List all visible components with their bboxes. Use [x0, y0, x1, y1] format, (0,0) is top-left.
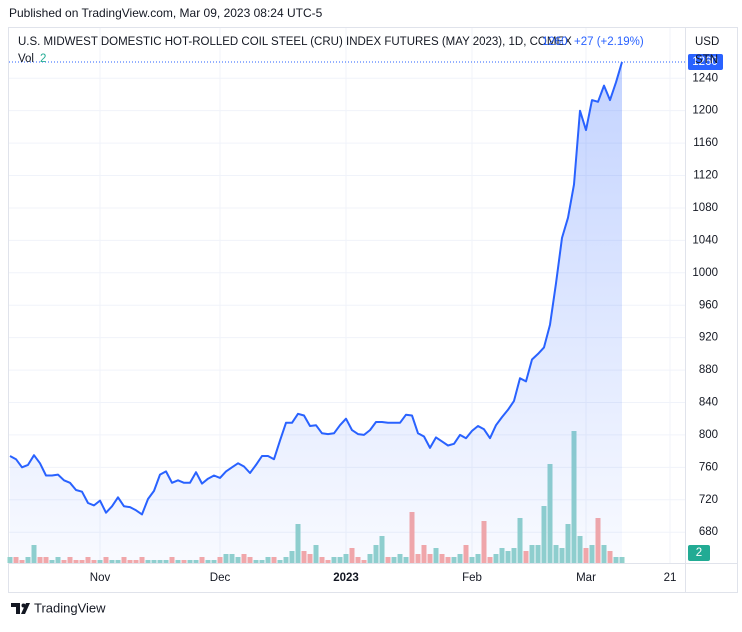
volume-value: 2 — [40, 53, 46, 65]
x-tick-label: Feb — [462, 572, 482, 584]
y-tick-label: 680 — [699, 526, 718, 538]
chart-frame — [8, 27, 738, 593]
y-tick-label: 760 — [699, 461, 718, 473]
volume-tag — [688, 545, 710, 561]
last-price-tag-label: 1260 — [692, 56, 718, 68]
y-tick-label: 1240 — [692, 72, 718, 84]
last-price-tag — [688, 54, 723, 71]
volume-label: Vol — [18, 53, 34, 65]
y-tick-label: 840 — [699, 397, 718, 409]
currency: USD — [695, 36, 719, 48]
price-line — [9, 61, 623, 516]
price-change: +27 (+2.19%) — [574, 36, 644, 48]
y-tick-label: 1160 — [693, 137, 718, 149]
plot: 1260 2 — [7, 54, 723, 563]
y-tick-label: 1040 — [692, 234, 718, 246]
x-tick-label: Dec — [210, 572, 231, 584]
published-note: Published on TradingView.com, Mar 09, 20… — [9, 6, 323, 20]
chart-title: U.S. MIDWEST DOMESTIC HOT-ROLLED COIL ST… — [18, 36, 572, 48]
y-tick-label: 800 — [699, 429, 718, 441]
last-price: 1260 — [542, 36, 568, 48]
y-tick-label: 1120 — [693, 170, 718, 182]
y-tick-label: 960 — [699, 299, 718, 311]
unit: STN — [695, 54, 718, 66]
brand-logo — [11, 603, 30, 614]
x-tick-label: Nov — [90, 572, 111, 584]
y-tick-label: 920 — [699, 332, 718, 344]
x-tick-label: 2023 — [333, 572, 359, 584]
price-area — [10, 62, 622, 563]
x-tick-label: 21 — [664, 572, 677, 584]
brand: TradingView — [34, 600, 106, 615]
volume-tag-label: 2 — [696, 547, 702, 559]
y-tick-label: 880 — [699, 364, 718, 376]
y-tick-label: 1200 — [692, 105, 718, 117]
y-tick-label: 1080 — [692, 202, 718, 214]
y-tick-label: 720 — [699, 494, 718, 506]
y-tick-label: 1000 — [692, 267, 718, 279]
x-tick-label: Mar — [576, 572, 596, 584]
